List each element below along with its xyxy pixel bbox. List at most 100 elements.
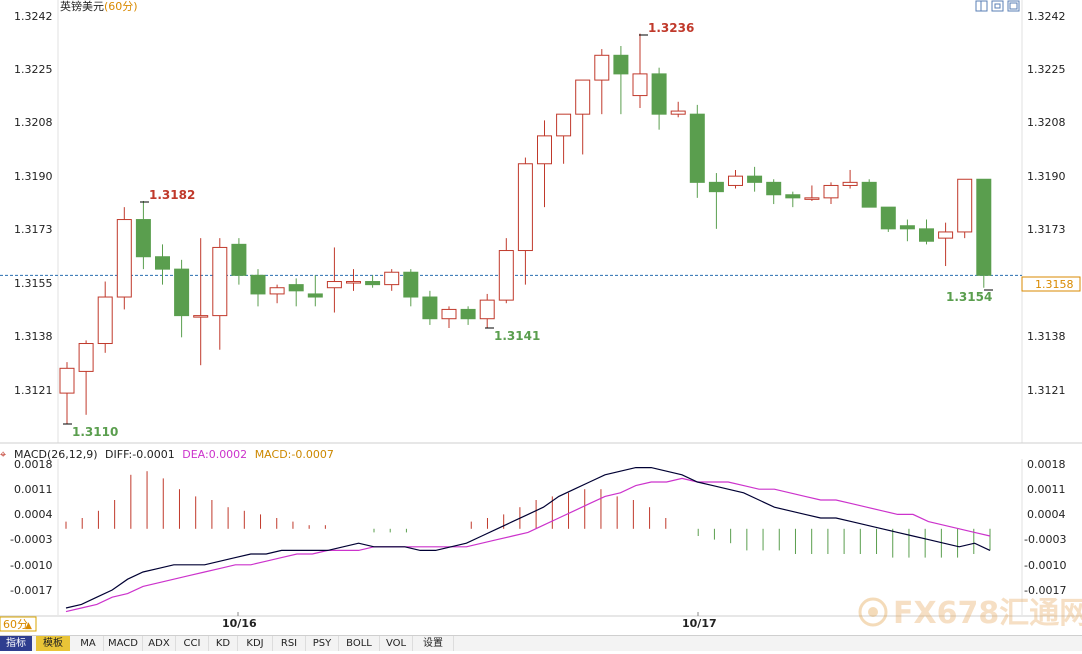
toolbar-item-adx[interactable]: ADX — [143, 636, 176, 651]
candle-up — [116, 219, 132, 298]
candle-up — [957, 178, 973, 233]
toolbar-item-settings[interactable]: 设置 — [413, 636, 454, 651]
toolbar-item-kd[interactable]: KD — [209, 636, 238, 651]
macd-tick-label: -0.0017 — [1024, 584, 1066, 597]
candle-up — [479, 299, 495, 320]
candle-down — [307, 293, 323, 298]
indicator-toolbar: 指标 模板 MA MACD ADX CCI KD KDJ RSI PSY BOL… — [0, 635, 1082, 651]
candle-up — [384, 271, 400, 286]
candle-up — [575, 79, 591, 115]
macd-axis-left: 0.0018 0.0011 0.0004 -0.0003 -0.0010 -0.… — [10, 458, 53, 597]
price-tick-label: 1.3190 — [1027, 170, 1066, 183]
candle-down — [708, 181, 724, 193]
toolbar-item-psy[interactable]: PSY — [306, 636, 339, 651]
macd-tick-label: 0.0018 — [14, 458, 53, 471]
annotation-low-3: 1.3154 — [946, 290, 992, 304]
macd-tick-label: 0.0018 — [1027, 458, 1066, 471]
annotation-low-2: 1.3141 — [494, 329, 540, 343]
toolbar-item-boll[interactable]: BOLL — [339, 636, 380, 651]
watermark-text: FX678汇通网 — [893, 596, 1082, 631]
candle-up — [346, 281, 361, 284]
candle-up — [212, 246, 228, 317]
annotation-high-1: 1.3182 — [149, 188, 195, 202]
toolbar-tab-indicator[interactable]: 指标 — [0, 636, 32, 651]
macd-tick-label: -0.0003 — [1024, 533, 1066, 546]
toolbar-item-vol[interactable]: VOL — [380, 636, 413, 651]
macd-macd-value: MACD:-0.0007 — [255, 448, 334, 461]
maximize-window-icon[interactable] — [1007, 0, 1020, 12]
macd-tick-label: -0.0010 — [1024, 559, 1066, 572]
candle-up — [193, 315, 209, 318]
candle-up — [670, 110, 686, 115]
toolbar-item-kdj[interactable]: KDJ — [238, 636, 273, 651]
price-tick-label: 1.3121 — [1027, 384, 1066, 397]
macd-settings-icon[interactable]: ⌖ — [0, 448, 6, 461]
candle-down — [747, 175, 763, 183]
current-price-label: 1.3158 — [1035, 278, 1074, 291]
candle-up — [97, 296, 113, 345]
macd-dea-value: DEA:0.0002 — [182, 448, 247, 461]
price-axis-left: 1.3242 1.3225 1.3208 1.3190 1.3173 1.315… — [14, 10, 53, 397]
candle-up — [804, 197, 820, 200]
macd-diff-value: DIFF:-0.0001 — [105, 448, 175, 461]
candle-down — [250, 274, 266, 295]
svg-text:英镑美元(60分): 英镑美元(60分) — [60, 0, 138, 13]
current-price-box — [1021, 276, 1081, 292]
price-tick-label: 1.3173 — [14, 223, 53, 236]
toolbar-item-ma[interactable]: MA — [73, 636, 104, 651]
candle-up — [441, 308, 457, 320]
candle-down — [155, 256, 170, 270]
annotation-low-1: 1.3110 — [72, 425, 118, 439]
macd-tick-label: 0.0011 — [1027, 483, 1066, 496]
candle-up — [728, 175, 743, 186]
candle-up — [517, 163, 533, 252]
candle-up — [594, 54, 610, 81]
candle-down — [403, 271, 419, 298]
candle-up — [823, 184, 839, 199]
candle-up — [632, 73, 648, 97]
annotation-high-2: 1.3236 — [648, 21, 694, 35]
candle-down — [460, 308, 476, 320]
candle-down — [231, 243, 247, 276]
period-button-label: 60分 — [3, 618, 28, 631]
window-controls — [975, 0, 1020, 12]
candle-down — [919, 228, 934, 242]
candle-down — [135, 219, 151, 258]
candle-down — [766, 181, 782, 196]
period-button[interactable] — [0, 616, 37, 632]
toolbar-item-cci[interactable]: CCI — [176, 636, 209, 651]
restore-window-icon[interactable] — [991, 0, 1004, 12]
candle-down — [976, 178, 992, 276]
candle-up — [556, 113, 572, 137]
candle-up — [59, 367, 75, 394]
price-tick-label: 1.3225 — [1027, 63, 1066, 76]
candle-up — [938, 231, 954, 239]
candle-down — [422, 296, 438, 320]
toolbar-item-rsi[interactable]: RSI — [273, 636, 306, 651]
period-dropdown-icon[interactable]: ▲ — [25, 621, 32, 631]
maximize-window-icon-inner — [1009, 2, 1018, 10]
toolbar-item-macd[interactable]: MACD — [104, 636, 143, 651]
candle-up — [326, 281, 342, 289]
price-tick-label: 1.3173 — [1027, 223, 1066, 236]
price-tick-label: 1.3242 — [1027, 10, 1066, 23]
restore-window-icon-inner — [994, 3, 1001, 9]
price-tick-label: 1.3208 — [14, 116, 53, 129]
candle-down — [785, 194, 801, 199]
candle-down — [365, 281, 381, 286]
candle-up — [269, 287, 285, 295]
instrument-title: 英镑美元 — [60, 0, 104, 13]
macd-tick-label: -0.0010 — [10, 559, 52, 572]
candle-down — [613, 54, 629, 75]
price-axis-right: 1.3242 1.3225 1.3208 1.3190 1.3173 1.315… — [1027, 10, 1066, 397]
candle-up — [537, 135, 552, 165]
price-tick-label: 1.3190 — [14, 170, 53, 183]
macd-axis-right: 0.0018 0.0011 0.0004 -0.0003 -0.0010 -0.… — [1024, 458, 1066, 597]
macd-tick-label: 0.0004 — [1027, 508, 1066, 521]
candlestick-series — [59, 33, 992, 425]
svg-text:MACD(26,12,9) DIFF:-0.00: MACD(26,12,9) DIFF:-0.0001 DEA:0.0002 MA… — [14, 448, 334, 461]
toolbar-tab-template[interactable]: 模板 — [36, 636, 70, 651]
macd-tick-label: -0.0003 — [10, 533, 52, 546]
price-tick-label: 1.3208 — [1027, 116, 1066, 129]
